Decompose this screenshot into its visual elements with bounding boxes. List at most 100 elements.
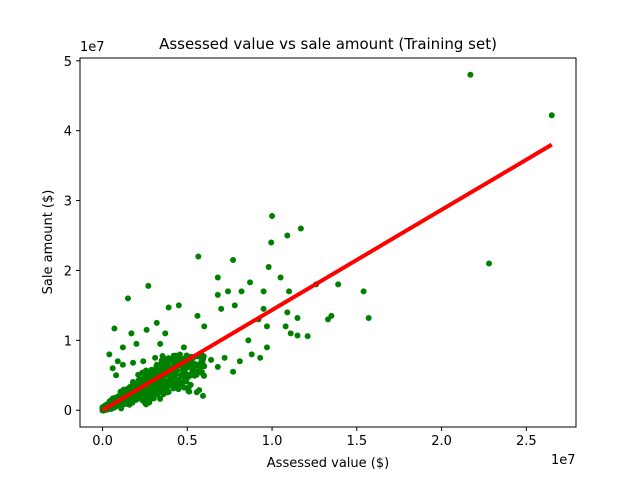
data-point — [124, 295, 131, 302]
data-point — [467, 71, 474, 78]
data-point — [214, 291, 221, 298]
data-point — [187, 361, 194, 368]
data-point — [165, 304, 172, 311]
data-point — [187, 381, 194, 388]
data-point — [111, 325, 118, 332]
data-point — [214, 274, 221, 281]
data-point — [157, 395, 164, 402]
plot-area — [79, 57, 577, 428]
data-point — [170, 352, 177, 359]
data-point — [119, 344, 126, 351]
data-point — [170, 385, 177, 392]
data-point — [144, 389, 151, 396]
data-point — [163, 384, 170, 391]
data-point — [260, 305, 267, 312]
data-point — [162, 330, 169, 337]
data-point — [193, 362, 200, 369]
data-point — [245, 337, 252, 344]
y-axis-ticks: 0 1 2 3 4 5 — [64, 55, 80, 419]
data-point — [195, 253, 202, 260]
data-point — [286, 288, 293, 295]
data-point — [124, 385, 131, 392]
data-point — [335, 281, 342, 288]
data-point — [124, 398, 131, 405]
data-point — [139, 369, 146, 376]
data-point — [194, 312, 201, 319]
data-point — [151, 369, 158, 376]
data-point — [119, 361, 126, 368]
data-point — [176, 351, 183, 358]
data-point — [186, 388, 193, 395]
data-point — [224, 288, 231, 295]
data-point — [175, 302, 182, 309]
data-point — [238, 288, 245, 295]
data-point — [221, 354, 228, 361]
regression-line — [101, 142, 553, 412]
data-point — [214, 363, 221, 370]
data-point — [157, 340, 164, 347]
data-point — [181, 384, 188, 391]
x-tick-label: 1.0 — [262, 434, 283, 449]
data-point — [114, 358, 121, 365]
data-point — [109, 365, 116, 372]
data-point — [548, 112, 555, 119]
data-point — [166, 379, 173, 386]
data-point — [230, 256, 237, 263]
data-point — [208, 356, 215, 363]
data-point — [133, 396, 140, 403]
y-tick-label: 4 — [64, 125, 72, 140]
data-point — [155, 382, 162, 389]
data-point — [147, 396, 154, 403]
data-point — [248, 351, 255, 358]
data-point — [152, 354, 159, 361]
data-point — [263, 344, 270, 351]
data-point — [201, 363, 208, 370]
data-point — [196, 387, 203, 394]
data-point — [200, 392, 207, 399]
x-tick-label: 2.0 — [431, 434, 452, 449]
data-point — [294, 332, 301, 339]
data-point — [133, 340, 140, 347]
plot-frame — [79, 57, 577, 428]
data-point — [140, 358, 147, 365]
x-tick-label: 2.5 — [516, 434, 537, 449]
x-axis-ticks: 0.0 0.5 1.0 1.5 2.0 2.5 — [92, 427, 537, 449]
data-point — [304, 333, 311, 340]
data-point — [175, 380, 182, 387]
data-point — [106, 351, 113, 358]
data-point — [260, 288, 267, 295]
y-tick-label: 0 — [64, 404, 72, 419]
data-point — [486, 260, 493, 267]
regression-line-layer — [101, 142, 553, 412]
data-point — [128, 330, 135, 337]
data-point — [284, 232, 291, 239]
data-point — [277, 274, 284, 281]
chart-title: Assessed value vs sale amount (Training … — [159, 35, 497, 53]
x-tick-label: 0.0 — [92, 434, 113, 449]
data-point — [297, 225, 304, 232]
data-point — [269, 212, 276, 219]
x-axis-label: Assessed value ($) — [267, 456, 389, 471]
data-point — [268, 239, 275, 246]
x-tick-label: 1.5 — [346, 434, 367, 449]
data-point — [129, 399, 136, 406]
y-tick-label: 5 — [64, 55, 72, 70]
x-tick-label: 0.5 — [177, 434, 198, 449]
data-point — [200, 372, 207, 379]
data-point — [294, 314, 301, 321]
y-axis-offset-label: 1e7 — [80, 40, 105, 55]
data-point — [284, 309, 291, 316]
y-tick-label: 2 — [64, 264, 72, 279]
data-point — [161, 355, 168, 362]
data-point — [113, 372, 120, 379]
y-axis-label: Sale amount ($) — [41, 190, 56, 295]
data-point — [257, 354, 264, 361]
data-point — [136, 376, 143, 383]
data-point — [143, 326, 150, 333]
data-point — [236, 358, 243, 365]
data-point — [153, 319, 160, 326]
data-point — [247, 279, 254, 286]
data-point — [263, 323, 270, 330]
data-point — [172, 371, 179, 378]
